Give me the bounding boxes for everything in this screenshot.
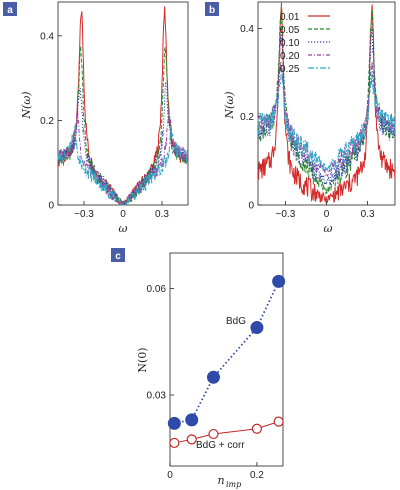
panel-c-xlabel-sub: imp (226, 480, 241, 489)
legend-label-0.25: 0.25 (280, 64, 300, 75)
panel-c-xlabel: n imp (217, 474, 241, 489)
annotation-bdg: BdG (226, 316, 246, 327)
panel-a-curves (57, 6, 189, 206)
panel-label-a-box (3, 2, 17, 16)
panel-label-b-text: b (209, 5, 215, 16)
panel-b: −0.3 0 0.3 0 0.2 0.4 0.01 0.05 0.10 0.20 0.25 N(ω… (223, 1, 396, 235)
panel-label-b: b (205, 2, 219, 16)
panel-c-ytick-label: 0.06 (147, 284, 167, 295)
panel-b-series-0.10 (257, 27, 396, 187)
panel-b-xtick-label: −0.3 (276, 209, 296, 220)
panel-b-xtick-label: 0.3 (361, 209, 375, 220)
panel-label-b-box (205, 2, 219, 16)
panel-a-xtick-label: 0.3 (155, 209, 169, 220)
panel-b-legend: 0.01 0.05 0.10 0.20 0.25 (280, 12, 330, 75)
panel-c: 0 0.2 0.03 0.06 BdG BdG + corr N(0) n imp (136, 252, 286, 489)
panel-label-a-text: a (7, 5, 13, 16)
panel-b-xlabel: ω (324, 222, 333, 235)
panel-b-ytick-label: 0.4 (240, 24, 254, 35)
panel-c-frame (169, 252, 284, 467)
panel-label-c-text: c (115, 251, 121, 262)
panel-a-ytick-label: 0.2 (40, 116, 54, 127)
panel-a-xtick-label: 0 (120, 209, 126, 220)
panel-c-point-bdg (250, 321, 264, 335)
panel-b-series-0.05 (257, 1, 396, 194)
panel-c-point-bdg (206, 370, 220, 384)
panel-c-point-corr (169, 437, 180, 449)
panel-c-point-bdg (272, 274, 286, 288)
panel-label-a: a (3, 2, 17, 16)
legend-label-0.20: 0.20 (280, 51, 300, 62)
panel-a-ylabel: N(ω) (20, 91, 33, 119)
panel-c-ylabel: N(0) (136, 347, 149, 372)
panel-b-xtick-label: 0 (324, 209, 330, 220)
panel-c-curves (167, 274, 286, 449)
legend-label-0.10: 0.10 (280, 38, 300, 49)
annotation-bdg-corr: BdG + corr (196, 440, 245, 451)
panel-a-series-s005 (57, 45, 189, 206)
panel-c-xtick-label: 0.2 (250, 470, 264, 481)
panel-c-xtick-label: 0 (167, 470, 173, 481)
panel-a-xlabel: ω (119, 222, 128, 235)
panel-c-point-corr (251, 423, 263, 434)
panel-b-ylabel: N(ω) (223, 91, 236, 119)
panel-b-ytick-label: 0 (248, 201, 254, 212)
panel-c-point-bdg (185, 413, 199, 427)
panel-c-point-corr (273, 416, 284, 427)
panel-a-xtick-label: −0.3 (74, 209, 94, 220)
panel-c-point-corr (208, 428, 219, 440)
panel-a: −0.3 0 0.3 0 0.2 0.4 N(ω) ω (20, 1, 189, 235)
panel-b-curves (257, 1, 396, 204)
panel-label-c-box (111, 248, 125, 262)
panel-c-point-bdg (167, 416, 181, 430)
panel-a-series-s025 (57, 124, 189, 206)
panel-a-ytick-label: 0 (48, 201, 54, 212)
legend-label-0.01: 0.01 (280, 12, 300, 23)
panel-c-line-bdg (174, 281, 280, 425)
panel-c-ytick-label: 0.03 (147, 391, 167, 402)
panel-a-ticks: −0.3 0 0.3 0 0.2 0.4 (40, 31, 169, 220)
panel-c-xlabel-n: n (217, 474, 224, 487)
panel-b-series-0.25 (257, 67, 396, 172)
panel-c-ticks: 0 0.2 0.03 0.06 (147, 284, 265, 481)
legend-label-0.05: 0.05 (280, 25, 300, 36)
panel-c-point-corr (186, 434, 197, 445)
panel-b-ticks: −0.3 0 0.3 0 0.2 0.4 (240, 24, 375, 220)
panel-label-c: c (111, 248, 125, 262)
panel-a-ytick-label: 0.4 (40, 31, 54, 42)
panel-b-ytick-label: 0.2 (240, 112, 254, 123)
